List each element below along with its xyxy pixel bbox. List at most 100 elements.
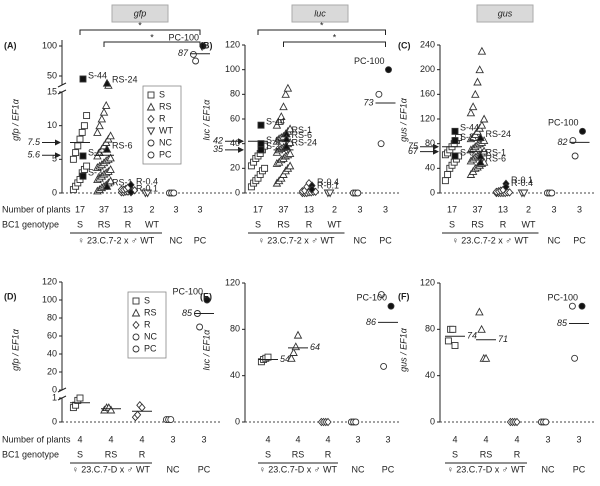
data-point: [466, 108, 476, 117]
highlight-point: [257, 140, 265, 148]
y-tick-label: 0: [430, 416, 435, 426]
legend-marker: [132, 320, 140, 330]
point-label: S-6: [266, 135, 280, 145]
legend-label: PC: [144, 343, 157, 353]
category-label: RS: [292, 449, 305, 459]
category-label: WT: [145, 219, 159, 229]
chart-title: gfp: [134, 8, 147, 18]
plant-count: 13: [498, 204, 508, 214]
mean-label: 67: [408, 146, 419, 156]
row-label: BC1 genotype: [2, 219, 59, 229]
y-tick-label: 80: [230, 324, 240, 334]
legend-label: RS: [144, 307, 157, 317]
panel-label: (E): [200, 291, 212, 301]
panel-label: (F): [398, 291, 410, 301]
plant-count: 3: [545, 434, 550, 444]
data-point: [143, 189, 152, 198]
y-tick-label: 40: [47, 348, 57, 358]
panel-label: (A): [4, 40, 17, 50]
y-tick-label: 20: [230, 163, 240, 173]
highlight-point: [451, 152, 459, 160]
legend-marker: [147, 151, 155, 159]
category-label: WT: [522, 219, 536, 229]
cross-label: ♀ 23.C.7-2 x ♂ WT: [78, 235, 155, 245]
highlight-point: [79, 152, 87, 160]
mean-label: 5.6: [27, 150, 40, 160]
plant-count: 3: [197, 204, 202, 214]
highlight-point: [308, 185, 316, 194]
data-point: [287, 353, 296, 362]
highlight-point: [102, 144, 112, 153]
y-tick-label: 100: [42, 294, 57, 304]
plant-count: 3: [576, 434, 581, 444]
point-label: RS-6: [486, 154, 507, 164]
data-point: [352, 418, 360, 426]
category-label: RS: [98, 219, 111, 229]
plant-count: 17: [253, 204, 263, 214]
plant-count: 4: [139, 434, 144, 444]
title-box: [476, 4, 534, 23]
point-label: PC-100: [354, 56, 385, 66]
point-label: PC-100: [548, 118, 579, 128]
legend-marker: [132, 345, 140, 353]
y-tick-label: 10: [47, 120, 57, 130]
legend-marker: [147, 114, 155, 124]
y-tick-label: 20: [47, 366, 57, 376]
point-label: RS-24: [112, 75, 138, 85]
category-label: PC: [573, 464, 586, 474]
y-axis-label: gus / EF1α: [398, 97, 408, 142]
legend-marker: [132, 333, 140, 341]
point-label: R-0.4: [136, 176, 158, 186]
legend-label: R: [159, 113, 166, 123]
data-point: [444, 171, 452, 178]
axis-break: [57, 395, 67, 401]
data-point: [277, 112, 286, 120]
data-point: [69, 155, 77, 163]
data-point: [106, 131, 115, 140]
axis-break: [57, 89, 67, 95]
cross-label: ♀ 23.C.7-2 x ♂ WT: [258, 235, 335, 245]
highlight-point: [127, 188, 135, 197]
data-point: [377, 140, 385, 148]
plant-count: 17: [447, 204, 457, 214]
y-tick-label: 120: [225, 39, 240, 49]
plant-count: 13: [123, 204, 133, 214]
data-point: [106, 164, 115, 173]
data-point: [101, 101, 111, 109]
significance-label: *: [320, 20, 324, 30]
category-label: S: [77, 449, 83, 459]
plant-count: 37: [278, 204, 288, 214]
point-label: RS-6: [112, 141, 133, 151]
data-point: [479, 114, 489, 123]
plant-count: 3: [551, 204, 556, 214]
category-label: NC: [167, 464, 180, 474]
plant-count: 4: [108, 434, 113, 444]
point-label: PC-100: [172, 286, 203, 296]
data-point: [196, 323, 204, 331]
mean-label: 42: [213, 136, 223, 146]
data-point: [449, 325, 457, 333]
legend-marker: [147, 139, 155, 147]
plant-count: 4: [295, 434, 300, 444]
mean-label: 87: [178, 48, 189, 58]
y-tick-label: 0: [52, 416, 57, 426]
point-label: S-2: [88, 168, 102, 178]
y-tick-label: 0: [235, 416, 240, 426]
plant-count: 4: [77, 434, 82, 444]
category-label: WT: [328, 219, 342, 229]
y-tick-label: 40: [425, 163, 435, 173]
category-label: S: [449, 219, 455, 229]
mean-label: 7.5: [27, 137, 41, 147]
significance-bracket: [283, 41, 386, 47]
data-point: [571, 354, 579, 362]
point-label: RS-24: [292, 138, 318, 148]
significance-label: *: [333, 32, 337, 42]
highlight-point: [79, 172, 87, 180]
plant-count: 4: [452, 434, 457, 444]
mean-label: 82: [557, 137, 567, 147]
significance-bracket: [257, 29, 386, 35]
legend-marker: [132, 297, 140, 305]
point-label: R-0.1: [511, 175, 533, 185]
data-point: [568, 302, 576, 310]
plant-count: 3: [355, 434, 360, 444]
